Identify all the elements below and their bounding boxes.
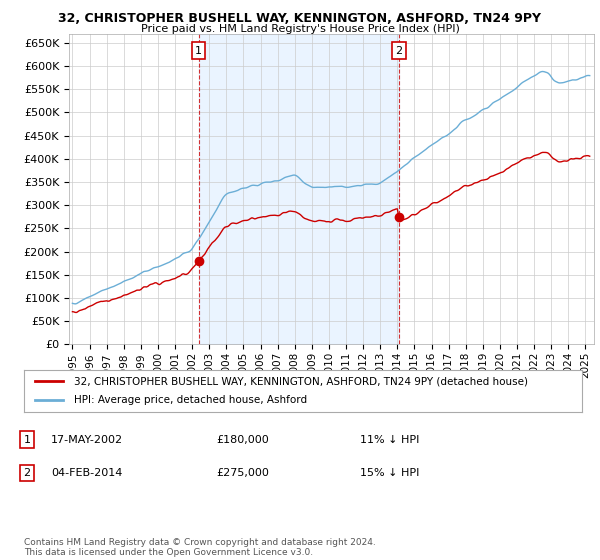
Text: 1: 1	[23, 435, 31, 445]
Text: Price paid vs. HM Land Registry's House Price Index (HPI): Price paid vs. HM Land Registry's House …	[140, 24, 460, 34]
Text: £180,000: £180,000	[216, 435, 269, 445]
Text: 04-FEB-2014: 04-FEB-2014	[51, 468, 122, 478]
Text: £275,000: £275,000	[216, 468, 269, 478]
Text: 2: 2	[23, 468, 31, 478]
Text: Contains HM Land Registry data © Crown copyright and database right 2024.
This d: Contains HM Land Registry data © Crown c…	[24, 538, 376, 557]
Text: 1: 1	[195, 46, 202, 55]
Text: HPI: Average price, detached house, Ashford: HPI: Average price, detached house, Ashf…	[74, 395, 307, 405]
Text: 17-MAY-2002: 17-MAY-2002	[51, 435, 123, 445]
Text: 2: 2	[395, 46, 403, 55]
Text: 32, CHRISTOPHER BUSHELL WAY, KENNINGTON, ASHFORD, TN24 9PY (detached house): 32, CHRISTOPHER BUSHELL WAY, KENNINGTON,…	[74, 376, 528, 386]
Text: 11% ↓ HPI: 11% ↓ HPI	[360, 435, 419, 445]
Text: 15% ↓ HPI: 15% ↓ HPI	[360, 468, 419, 478]
Text: 32, CHRISTOPHER BUSHELL WAY, KENNINGTON, ASHFORD, TN24 9PY: 32, CHRISTOPHER BUSHELL WAY, KENNINGTON,…	[59, 12, 542, 25]
